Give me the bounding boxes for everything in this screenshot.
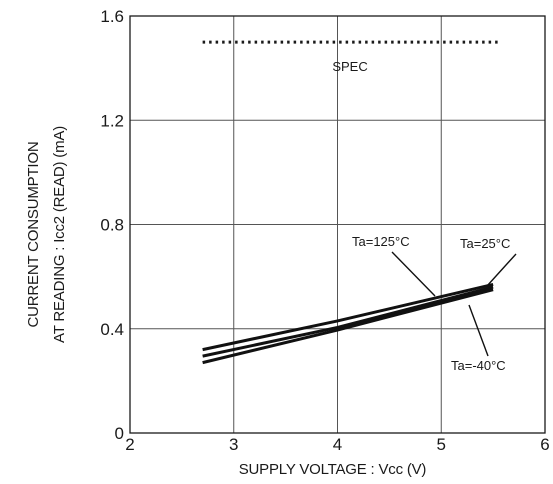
y-tick-label: 0.4 xyxy=(100,320,124,339)
annotation-label: Ta=125°C xyxy=(352,234,410,249)
y-tick-label: 0 xyxy=(115,424,124,443)
x-tick-label: 3 xyxy=(229,435,238,454)
plot-frame xyxy=(129,15,546,434)
y-tick-label: 1.6 xyxy=(100,7,124,26)
series-line xyxy=(202,282,494,352)
annotations: Ta=125°C Ta=25°C Ta=-40°C xyxy=(352,234,517,373)
x-tick-label: 4 xyxy=(333,435,342,454)
series-line xyxy=(202,285,494,358)
y-tick-labels: 0 0.4 0.8 1.2 1.6 xyxy=(100,7,124,443)
series-lines xyxy=(202,282,494,365)
series-line xyxy=(202,288,494,365)
annotation-leader-line xyxy=(486,253,517,287)
y-axis-label-line-2: AT READING : Icc2 (READ) (mA) xyxy=(51,126,68,343)
x-axis-label: SUPPLY VOLTAGE : Vcc (V) xyxy=(239,461,427,478)
y-axis-label: CURRENT CONSUMPTION AT READING : Icc2 (R… xyxy=(25,126,68,343)
spec-label: SPEC xyxy=(332,59,367,74)
x-tick-labels: 2 3 4 5 6 xyxy=(125,435,549,454)
y-axis-label-line-1: CURRENT CONSUMPTION xyxy=(25,142,42,328)
annotation-label: Ta=-40°C xyxy=(451,358,506,373)
grid xyxy=(130,16,545,433)
x-tick-label: 2 xyxy=(125,435,134,454)
annotation-leader-line xyxy=(468,304,489,357)
x-tick-label: 5 xyxy=(437,435,446,454)
y-tick-label: 1.2 xyxy=(100,111,124,130)
y-tick-label: 0.8 xyxy=(100,216,124,235)
annotation-label: Ta=25°C xyxy=(460,236,510,251)
annotation-leader-line xyxy=(391,251,436,297)
x-tick-label: 6 xyxy=(540,435,549,454)
